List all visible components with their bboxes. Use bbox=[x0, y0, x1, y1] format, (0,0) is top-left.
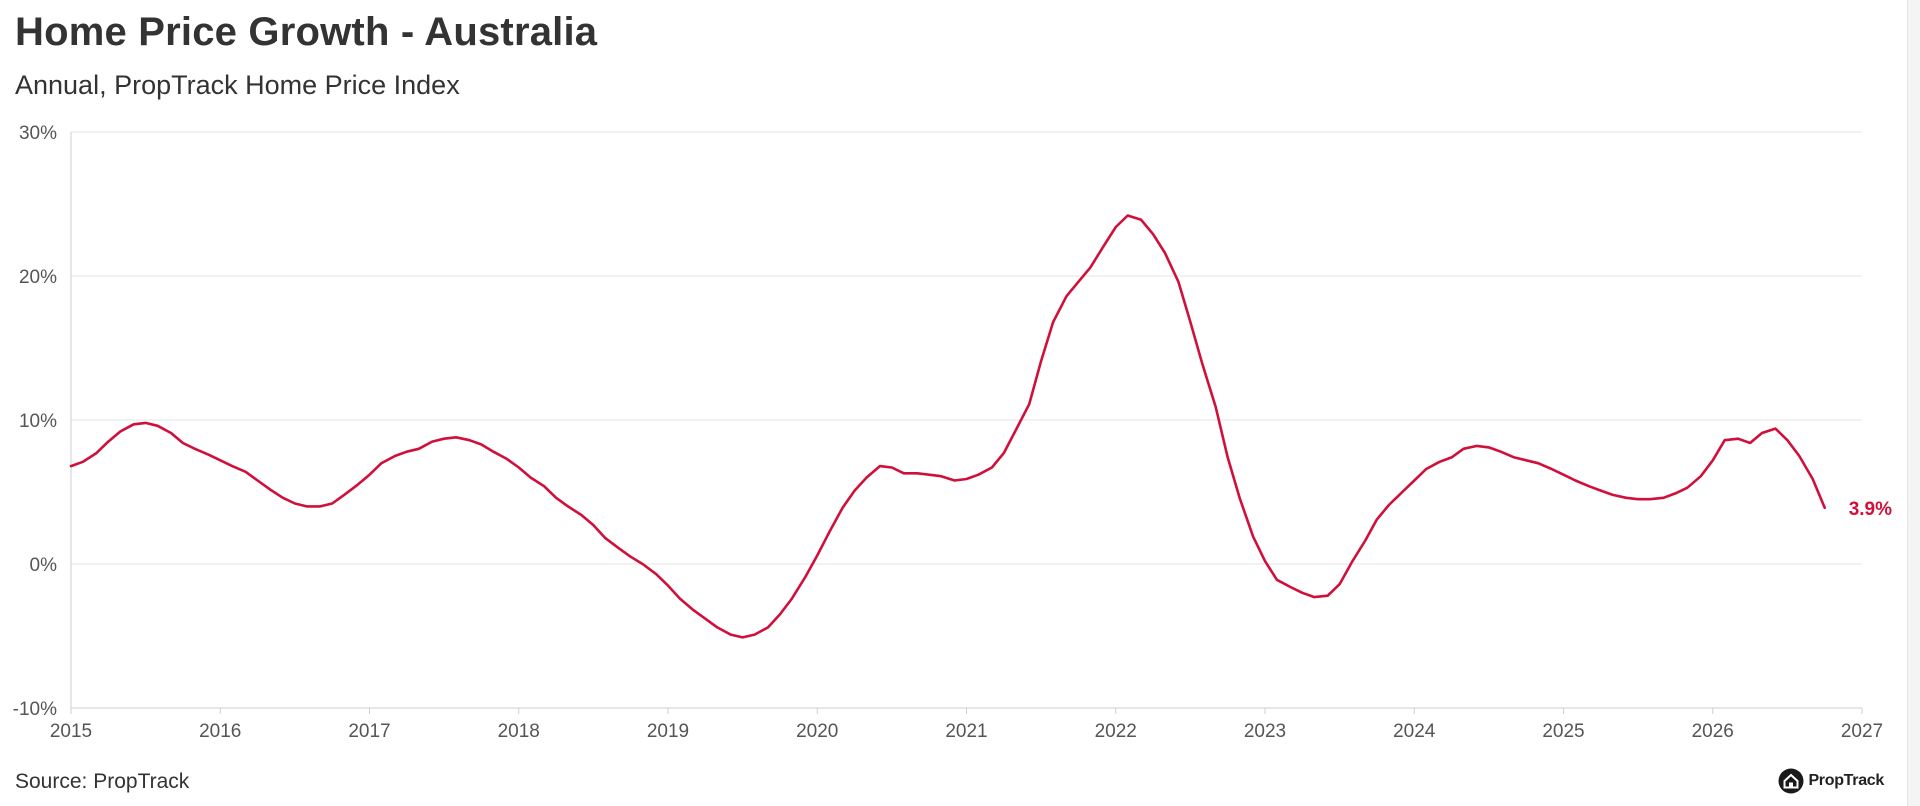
chart-subtitle: Annual, PropTrack Home Price Index bbox=[15, 70, 460, 100]
line-chart: -10% 0% 10% 20% 30% 2015 2016 2017 2018 2019 2020… bbox=[13, 123, 1892, 742]
x-tick-label: 2017 bbox=[348, 721, 390, 742]
y-axis: -10% 0% 10% 20% 30% bbox=[13, 123, 57, 720]
chart-title: Home Price Growth - Australia bbox=[15, 10, 598, 54]
y-tick-label: 10% bbox=[19, 411, 57, 432]
last-value-label: 3.9% bbox=[1849, 499, 1892, 520]
series-group bbox=[69, 214, 1826, 639]
gridlines bbox=[70, 131, 1862, 709]
series-line bbox=[69, 214, 1826, 639]
x-tick-label: 2026 bbox=[1692, 721, 1734, 742]
x-tick-label: 2025 bbox=[1542, 721, 1584, 742]
y-tick-label: 20% bbox=[19, 267, 57, 288]
x-tick-label: 2019 bbox=[647, 721, 689, 742]
scrollbar[interactable] bbox=[1907, 0, 1920, 806]
x-tick-label: 2024 bbox=[1393, 721, 1436, 742]
house-logo-icon bbox=[1778, 768, 1804, 794]
brand-name: PropTrack bbox=[1808, 772, 1884, 789]
x-tick-label: 2020 bbox=[796, 721, 838, 742]
x-tick-label: 2016 bbox=[199, 721, 241, 742]
y-tick-label: 0% bbox=[30, 555, 58, 576]
x-tick-label: 2023 bbox=[1244, 721, 1286, 742]
source-note: Source: PropTrack bbox=[15, 770, 190, 793]
x-tick-label: 2027 bbox=[1841, 721, 1883, 742]
x-tick-label: 2022 bbox=[1095, 721, 1137, 742]
x-tick-label: 2021 bbox=[945, 721, 987, 742]
y-tick-label: 30% bbox=[19, 123, 57, 144]
x-tick-label: 2018 bbox=[498, 721, 540, 742]
brand-logo: PropTrack bbox=[1778, 768, 1884, 794]
y-tick-label: -10% bbox=[13, 699, 57, 720]
x-tick-label: 2015 bbox=[50, 721, 92, 742]
x-axis: 2015 2016 2017 2018 2019 2020 2021 2022 2023 2024… bbox=[50, 708, 1883, 742]
